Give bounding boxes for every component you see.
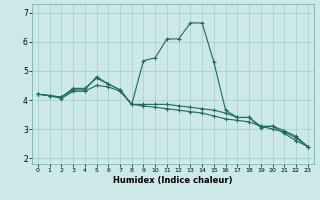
X-axis label: Humidex (Indice chaleur): Humidex (Indice chaleur) [113, 176, 233, 185]
